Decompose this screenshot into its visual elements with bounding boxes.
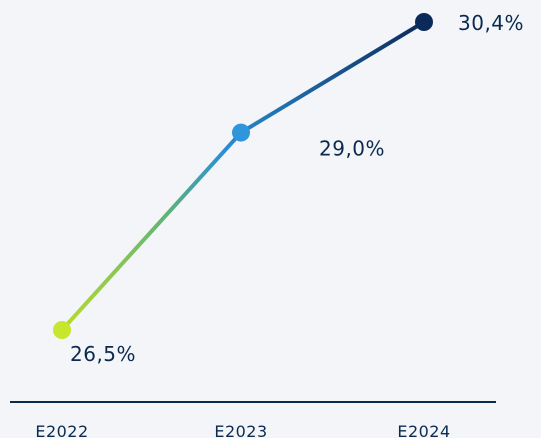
data-point-e2023 bbox=[232, 123, 250, 142]
data-label-e2024: 30,4% bbox=[458, 11, 524, 35]
points-layer bbox=[53, 13, 433, 339]
data-point-e2022 bbox=[53, 321, 71, 339]
x-tick-e2024: E2024 bbox=[397, 422, 450, 438]
x-tick-e2023: E2023 bbox=[214, 422, 267, 438]
data-labels: 26,5% 29,0% 30,4% bbox=[70, 11, 524, 366]
data-label-e2023: 29,0% bbox=[319, 137, 385, 161]
data-label-e2022: 26,5% bbox=[70, 342, 136, 366]
x-tick-labels: E2022 E2023 E2024 bbox=[35, 422, 450, 438]
data-point-e2024 bbox=[415, 13, 433, 31]
x-tick-e2022: E2022 bbox=[35, 422, 88, 438]
series-line bbox=[60, 20, 426, 332]
series-layer bbox=[60, 20, 426, 332]
